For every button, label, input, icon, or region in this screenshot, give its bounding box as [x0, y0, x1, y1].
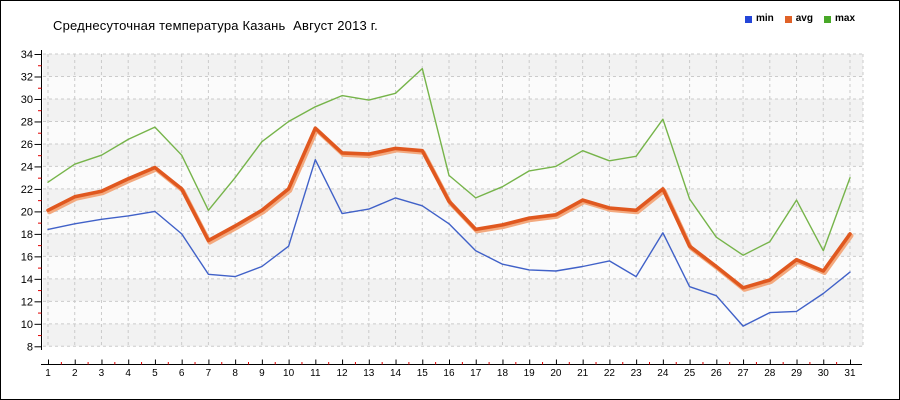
x-tick-label: 23: [631, 368, 643, 379]
legend-swatch-min-icon: [744, 15, 752, 23]
plot-band: [43, 98, 863, 122]
x-tick-label: 15: [417, 368, 429, 379]
x-tick-label: 11: [310, 368, 321, 379]
y-tick-label: 26: [21, 139, 33, 151]
x-tick-label: 16: [443, 368, 455, 379]
plot-band: [43, 256, 863, 279]
series-min: [47, 158, 851, 327]
x-tick-label: 20: [550, 368, 562, 379]
y-tick-label: 32: [21, 71, 33, 83]
x-tick-label: 1: [45, 368, 51, 379]
y-tick-label: 34: [21, 49, 33, 61]
x-tick-label: 22: [604, 368, 616, 379]
x-tick-label: 21: [577, 368, 589, 379]
legend-swatch-max-icon: [823, 15, 831, 23]
x-tick-label: 9: [259, 368, 265, 379]
legend: min avg max: [744, 13, 855, 24]
x-tick-label: 8: [232, 368, 238, 379]
y-tick-label: 10: [21, 319, 33, 331]
x-tick-label: 24: [657, 368, 669, 379]
x-tick-label: 29: [791, 368, 803, 379]
x-tick-label: 17: [470, 368, 482, 379]
series-min-line: [47, 158, 851, 327]
legend-item-min: min: [744, 13, 774, 24]
y-tick-label: 14: [21, 274, 33, 286]
series-max-line: [47, 67, 851, 256]
plot-band: [43, 76, 863, 99]
plot-band: [43, 121, 863, 144]
x-tick-label: 6: [179, 368, 185, 379]
x-tick-label: 13: [363, 368, 375, 379]
x-tick-label: 31: [844, 368, 856, 379]
plot-band: [43, 143, 863, 167]
x-tick-label: 25: [684, 368, 696, 379]
chart-title: Среднесуточная температура Казань Август…: [53, 18, 378, 33]
legend-item-max: max: [823, 13, 855, 24]
x-tick-label: 7: [206, 368, 212, 379]
x-tick-label: 27: [737, 368, 749, 379]
plot-band: [43, 301, 863, 324]
y-tick-label: 22: [21, 184, 33, 196]
y-tick-label: 12: [21, 296, 33, 308]
x-tick-label: 10: [283, 368, 295, 379]
series-avg-line: [46, 126, 852, 290]
x-tick-label: 5: [152, 368, 158, 379]
x-tick-label: 4: [125, 368, 131, 379]
y-tick-label: 30: [21, 94, 33, 106]
x-tick-label: 30: [818, 368, 830, 379]
plot-band: [43, 54, 863, 77]
x-tick-label: 12: [337, 368, 349, 379]
y-tick-label: 28: [21, 116, 33, 128]
x-tick-label: 26: [711, 368, 723, 379]
x-tick-label: 18: [497, 368, 509, 379]
x-tick-label: 19: [524, 368, 536, 379]
x-tick-label: 14: [390, 368, 402, 379]
legend-swatch-avg-icon: [784, 15, 792, 23]
series-avg: [46, 126, 854, 292]
y-tick-label: 16: [21, 251, 33, 263]
y-tick-label: 18: [21, 229, 33, 241]
y-tick-label: 24: [21, 161, 33, 173]
y-tick-label: 8: [27, 341, 33, 353]
legend-label-avg: avg: [795, 13, 813, 24]
x-tick-label: 3: [99, 368, 105, 379]
series-max: [47, 67, 851, 256]
x-tick-label: 2: [72, 368, 78, 379]
plot-band: [43, 166, 863, 189]
plot-band: [43, 323, 863, 347]
plot-band: [43, 278, 863, 302]
legend-item-avg: avg: [784, 13, 813, 24]
legend-label-max: max: [834, 13, 855, 24]
legend-label-min: min: [755, 13, 774, 24]
plot-band: [43, 211, 863, 234]
y-tick-label: 20: [21, 206, 33, 218]
x-tick-label: 28: [764, 368, 776, 379]
